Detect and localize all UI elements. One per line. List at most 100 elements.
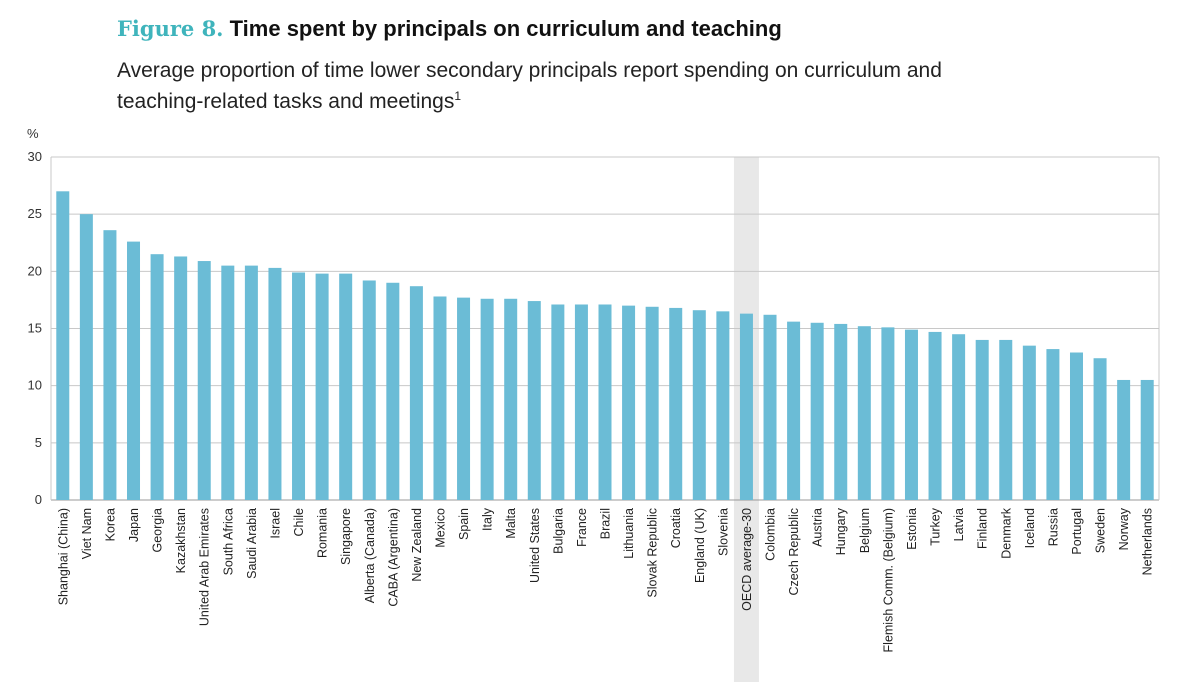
x-tick-label: England (UK) bbox=[693, 508, 707, 583]
y-tick-label: 0 bbox=[35, 492, 42, 507]
bar bbox=[433, 296, 447, 500]
x-tick-label: Italy bbox=[481, 507, 495, 531]
bar bbox=[315, 273, 329, 500]
x-tick-label: CABA (Argentina) bbox=[386, 508, 400, 607]
bar bbox=[174, 256, 188, 500]
bar bbox=[598, 304, 612, 500]
x-tick-label: Saudi Arabia bbox=[245, 508, 259, 579]
x-tick-label: Shanghai (China) bbox=[56, 508, 70, 605]
x-tick-label: Colombia bbox=[764, 508, 778, 561]
bar bbox=[645, 306, 659, 500]
figure-subtitle: Average proportion of time lower seconda… bbox=[117, 55, 1017, 117]
bar bbox=[292, 272, 306, 500]
bar bbox=[834, 323, 848, 500]
bar bbox=[457, 297, 471, 500]
x-tick-label: South Africa bbox=[221, 508, 235, 575]
bar bbox=[975, 339, 989, 500]
bar bbox=[857, 326, 871, 500]
bar bbox=[268, 267, 282, 500]
y-tick-label: 5 bbox=[35, 435, 42, 450]
bar bbox=[1093, 358, 1107, 500]
x-tick-label: Austria bbox=[811, 508, 825, 547]
x-tick-label: New Zealand bbox=[410, 508, 424, 582]
x-tick-label: Mexico bbox=[433, 508, 447, 548]
x-tick-label: Kazakhstan bbox=[174, 508, 188, 573]
x-tick-label: Hungary bbox=[834, 507, 848, 555]
bar bbox=[787, 321, 801, 500]
x-tick-layer: Shanghai (China) Viet Nam Korea Japan Georgi… bbox=[56, 507, 1154, 652]
y-axis-label: % bbox=[27, 126, 39, 141]
bar bbox=[1117, 379, 1131, 500]
bar bbox=[150, 254, 164, 500]
x-tick-label: Japan bbox=[127, 508, 141, 542]
x-tick-label: Norway bbox=[1117, 507, 1131, 550]
bar bbox=[244, 265, 258, 500]
x-tick-label: Slovenia bbox=[716, 508, 730, 556]
bar bbox=[716, 311, 730, 500]
bar bbox=[197, 261, 211, 500]
x-tick-label: Israel bbox=[268, 508, 282, 539]
bar bbox=[881, 327, 895, 500]
x-tick-label: Russia bbox=[1046, 508, 1060, 546]
x-tick-label: Romania bbox=[316, 508, 330, 558]
y-tick-layer: 0 5 10 15 20 25 30 bbox=[28, 149, 42, 507]
x-tick-label: Georgia bbox=[151, 508, 165, 553]
bar bbox=[480, 298, 494, 500]
subtitle-footnote: 1 bbox=[454, 89, 462, 103]
x-tick-label: Belgium bbox=[858, 508, 872, 553]
x-tick-label: OECD average-30 bbox=[740, 508, 754, 611]
bar bbox=[928, 331, 942, 500]
bar bbox=[339, 273, 353, 500]
x-tick-label: Sweden bbox=[1094, 508, 1108, 553]
x-tick-label: Croatia bbox=[669, 508, 683, 548]
x-tick-label: Alberta (Canada) bbox=[363, 508, 377, 603]
y-tick-label: 10 bbox=[28, 378, 42, 393]
y-tick-label: 20 bbox=[28, 263, 42, 278]
y-tick-label: 25 bbox=[28, 206, 42, 221]
x-tick-label: Finland bbox=[976, 508, 990, 549]
x-tick-label: United States bbox=[528, 508, 542, 583]
bar bbox=[810, 322, 824, 500]
x-tick-label: Flemish Comm. (Belgium) bbox=[881, 508, 895, 652]
bar bbox=[386, 282, 400, 500]
bar bbox=[79, 214, 93, 500]
x-tick-label: Bulgaria bbox=[551, 508, 565, 554]
x-tick-label: Lithuania bbox=[622, 508, 636, 559]
x-tick-label: Viet Nam bbox=[80, 508, 94, 559]
bar bbox=[763, 314, 777, 500]
bar bbox=[999, 339, 1013, 500]
bar bbox=[409, 286, 423, 500]
bar bbox=[669, 307, 683, 500]
bar bbox=[527, 301, 541, 500]
y-tick-label: 30 bbox=[28, 149, 42, 164]
bar bbox=[551, 304, 565, 500]
bar bbox=[1046, 349, 1060, 500]
bar bbox=[1022, 345, 1036, 500]
bar bbox=[574, 304, 588, 500]
x-tick-label: Denmark bbox=[999, 507, 1013, 558]
x-tick-label: Latvia bbox=[952, 508, 966, 541]
x-tick-label: Singapore bbox=[339, 508, 353, 565]
x-tick-label: Netherlands bbox=[1141, 508, 1155, 575]
x-tick-label: Malta bbox=[504, 508, 518, 539]
x-tick-label: Iceland bbox=[1023, 508, 1037, 548]
x-tick-label: Slovak Republic bbox=[646, 508, 660, 598]
bar bbox=[1069, 352, 1083, 500]
bar bbox=[952, 334, 966, 500]
x-tick-label: Czech Republic bbox=[787, 508, 801, 596]
bar bbox=[622, 305, 636, 500]
bar bbox=[362, 280, 376, 500]
bar bbox=[739, 313, 753, 500]
x-tick-label: Brazil bbox=[599, 508, 613, 539]
bar bbox=[1140, 379, 1154, 500]
bar bbox=[103, 230, 117, 500]
x-tick-label: Korea bbox=[103, 508, 117, 541]
bar bbox=[127, 241, 141, 500]
x-tick-label: Estonia bbox=[905, 508, 919, 550]
x-tick-label: Chile bbox=[292, 508, 306, 537]
bar bbox=[904, 329, 918, 500]
x-tick-label: United Arab Emirates bbox=[198, 508, 212, 626]
bar bbox=[692, 310, 706, 500]
x-tick-label: Turkey bbox=[929, 507, 943, 545]
